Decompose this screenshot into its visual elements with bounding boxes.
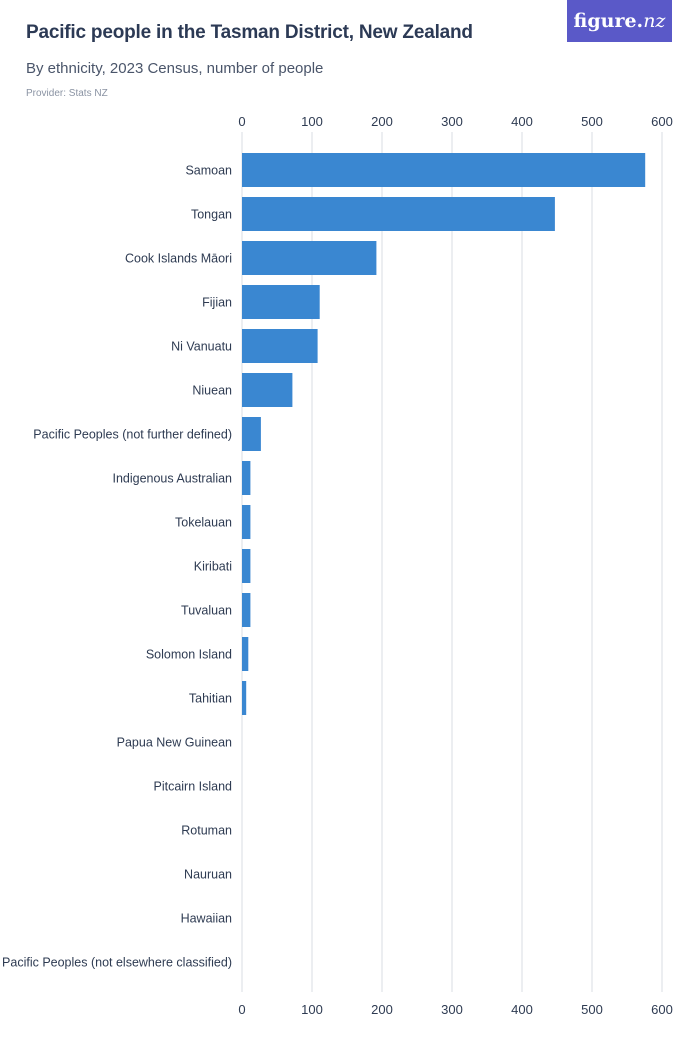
category-label: Tongan	[191, 208, 232, 222]
category-label: Kiribati	[194, 560, 232, 574]
chart-title: Pacific people in the Tasman District, N…	[26, 22, 473, 43]
x-tick-label-top: 300	[441, 114, 463, 129]
category-label: Hawaiian	[181, 912, 232, 926]
bar[interactable]	[242, 285, 320, 319]
category-label: Solomon Island	[146, 648, 232, 662]
x-tick-label-top: 500	[581, 114, 603, 129]
category-label: Indigenous Australian	[112, 472, 232, 486]
bar[interactable]	[242, 461, 251, 495]
logo-accent-text: nz	[643, 10, 666, 32]
x-tick-label-bottom: 100	[301, 1002, 323, 1017]
bar[interactable]	[242, 197, 555, 231]
x-tick-label-bottom: 500	[581, 1002, 603, 1017]
gridlines	[241, 132, 663, 992]
bar[interactable]	[242, 505, 251, 539]
bar[interactable]	[242, 637, 249, 671]
provider-note: Provider: Stats NZ	[26, 88, 108, 99]
logo-main-text: figure.	[573, 10, 644, 32]
bar[interactable]	[242, 329, 318, 363]
category-label: Ni Vanuatu	[171, 340, 232, 354]
category-label: Rotuman	[181, 824, 232, 838]
category-label: Fijian	[202, 296, 232, 310]
bar[interactable]	[242, 681, 247, 715]
figure-nz-logo[interactable]: figure. nz	[567, 0, 672, 42]
category-label: Pacific Peoples (not further defined)	[33, 428, 232, 442]
category-label: Nauruan	[184, 868, 232, 882]
x-tick-label-bottom: 400	[511, 1002, 533, 1017]
category-label: Cook Islands Māori	[125, 252, 232, 266]
x-tick-label-bottom: 0	[238, 1002, 245, 1017]
bottom-axis-ticks: 0 100 200 300 400 500 600	[238, 1002, 672, 1017]
bar[interactable]	[242, 593, 251, 627]
chart-subtitle: By ethnicity, 2023 Census, number of peo…	[26, 60, 324, 77]
bar[interactable]	[242, 417, 261, 451]
x-tick-label-bottom: 300	[441, 1002, 463, 1017]
x-tick-label-top: 600	[651, 114, 673, 129]
x-tick-label-top: 400	[511, 114, 533, 129]
category-label: Niuean	[192, 384, 232, 398]
category-label: Tokelauan	[175, 516, 232, 530]
bar[interactable]	[242, 241, 377, 275]
category-label: Pitcairn Island	[153, 780, 232, 794]
x-tick-label-top: 200	[371, 114, 393, 129]
x-tick-label-top: 100	[301, 114, 323, 129]
category-label: Tahitian	[189, 692, 232, 706]
category-label: Papua New Guinean	[117, 736, 232, 750]
category-label: Samoan	[185, 164, 232, 178]
bar[interactable]	[242, 373, 293, 407]
x-tick-label-top: 0	[238, 114, 245, 129]
bar[interactable]	[242, 153, 646, 187]
category-label: Tuvaluan	[181, 604, 232, 618]
category-labels: Samoan Tongan Cook Islands Māori Fijian Ni V…	[2, 164, 232, 970]
x-tick-label-bottom: 600	[651, 1002, 673, 1017]
bar[interactable]	[242, 549, 251, 583]
top-axis-ticks: 0 100 200 300 400 500 600	[238, 114, 672, 129]
x-tick-label-bottom: 200	[371, 1002, 393, 1017]
bars	[242, 153, 646, 715]
category-label: Pacific Peoples (not elsewhere classifie…	[2, 956, 232, 970]
